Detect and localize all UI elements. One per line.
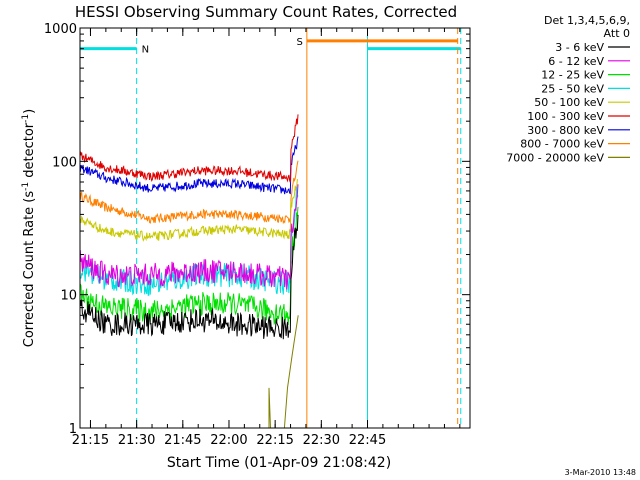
legend-label: 7000 - 20000 keV [506,151,604,164]
x-tick-label: 22:30 [303,433,340,448]
series-line [79,114,299,183]
legend-label: 50 - 100 keV [534,96,604,109]
legend-header-line-2: Att 0 [604,27,630,40]
y-axis-label-mid: detector [22,122,37,182]
series-line [268,315,299,429]
legend-label: 3 - 6 keV [555,41,604,54]
x-tick-label: 21:45 [164,433,201,448]
y-axis-label-sup-2: -1 [21,114,31,123]
y-axis-label-end: ) [22,109,37,114]
series-line [79,136,299,195]
x-tick-label: 21:30 [118,433,155,448]
saa-label: S [296,37,302,48]
series-line [79,184,299,290]
y-tick-label: 10 [60,289,77,304]
y-tick-label: 100 [52,155,77,170]
legend-label: 300 - 800 keV [527,124,604,137]
x-tick-label: 22:45 [349,433,386,448]
annotation-layer: SN [79,28,462,428]
axes: 1 10 100 1000 21:15 21:30 21:45 22:00 22:15 22:30… [44,22,470,448]
series-line [79,214,299,340]
chart-title: HESSI Observing Summary Count Rates, Cor… [75,3,457,21]
footer-timestamp: 3-Mar-2010 13:48 [565,468,636,477]
y-tick-label: 1000 [44,22,77,37]
x-axis-label: Start Time (01-Apr-09 21:08:42) [167,455,391,471]
night-label: N [142,45,149,56]
y-axis-label-sup-1: -1 [21,182,31,191]
y-axis-label: Corrected Count Rate (s-1 detector-1) [21,109,37,347]
x-tick-label: 21:15 [72,433,109,448]
legend-label: 25 - 50 keV [541,82,604,95]
legend-label: 100 - 300 keV [527,110,604,123]
y-axis-label-main: Corrected Count Rate (s [22,191,37,348]
legend-header-line-1: Det 1,3,4,5,6,9, [544,14,630,27]
series-layer [79,114,299,429]
series-line [79,206,299,326]
series-line [79,160,299,225]
x-tick-label: 22:00 [210,433,247,448]
x-tick-label: 22:15 [256,433,293,448]
legend-label: 800 - 7000 keV [520,138,604,151]
y-tick-label: 1 [69,422,77,437]
legend-label: 6 - 12 keV [548,55,604,68]
series-line [79,179,299,242]
plot-frame [79,27,471,429]
legend-label: 12 - 25 keV [541,69,604,82]
